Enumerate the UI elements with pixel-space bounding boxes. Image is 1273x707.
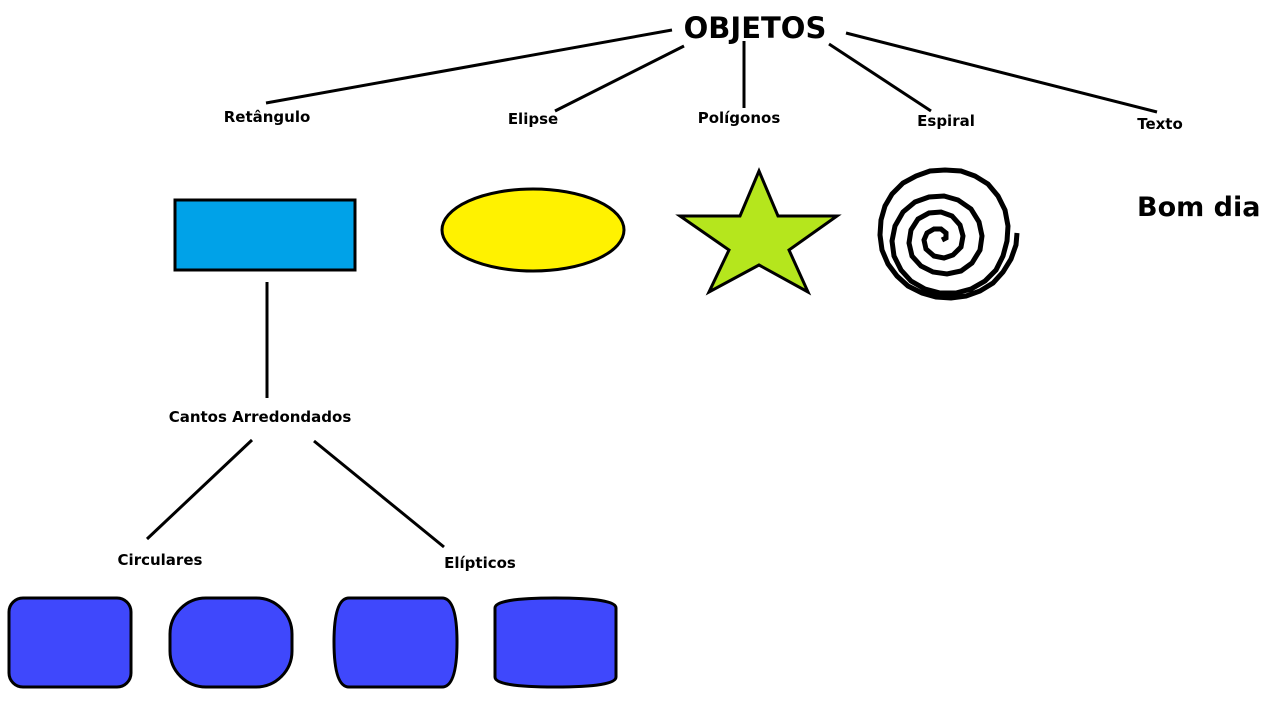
star-shape <box>675 167 842 296</box>
label-retangulo: Retângulo <box>224 108 311 126</box>
rounded-rect-circular-large <box>168 596 294 689</box>
rounded-rect-elliptical-horizontal <box>493 596 618 689</box>
text-sample: Bom dia <box>1137 192 1260 223</box>
ellipse-shape <box>440 187 626 273</box>
label-espiral: Espiral <box>917 112 975 130</box>
root-label: OBJETOS <box>684 11 827 45</box>
rectangle-shape <box>173 198 357 272</box>
edge-root-texto <box>845 31 1158 114</box>
rounded-rect-elliptical-vertical <box>332 596 459 689</box>
rounded-rect-circular-small <box>7 596 133 689</box>
label-texto: Texto <box>1137 115 1183 133</box>
edge-cantos-elipticos <box>313 439 445 549</box>
label-cantos-arredondados: Cantos Arredondados <box>169 408 352 426</box>
label-elipticos: Elípticos <box>444 554 516 572</box>
edge-root-retangulo <box>265 28 673 105</box>
edge-cantos-circulares <box>145 438 254 541</box>
label-poligonos: Polígonos <box>698 109 781 127</box>
edge-root-espiral <box>828 42 932 113</box>
spiral-shape <box>877 167 1020 301</box>
edge-root-elipse <box>554 44 685 113</box>
label-circulares: Circulares <box>118 551 203 569</box>
root-connectors <box>265 28 1158 114</box>
label-elipse: Elipse <box>508 110 558 128</box>
